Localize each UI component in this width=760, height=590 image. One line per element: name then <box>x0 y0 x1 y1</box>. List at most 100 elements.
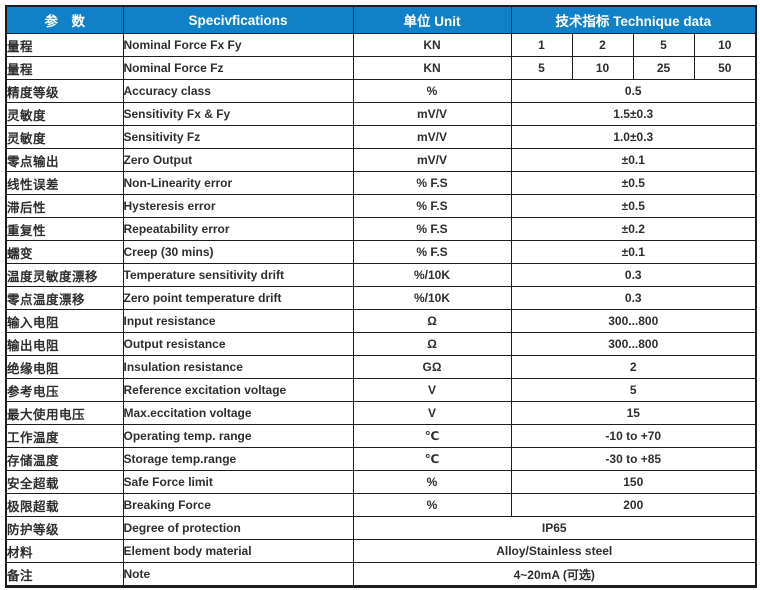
param-cell: 重复性 <box>5 217 124 241</box>
spec-cell: Zero point temperature drift <box>122 286 354 310</box>
table-row: 备注 Note 4~20mA (可选) <box>5 562 757 587</box>
table-row: 灵敏度 Sensitivity Fz mV/V 1.0±0.3 <box>5 125 757 149</box>
unit-cell: Ω <box>352 332 512 356</box>
value-cell: 5 <box>510 378 757 402</box>
value-cell: 50 <box>693 56 757 80</box>
param-cell: 存储温度 <box>5 447 124 471</box>
param-cell: 输出电阻 <box>5 332 124 356</box>
value-cell: 150 <box>510 470 757 494</box>
spec-cell: Reference excitation voltage <box>122 378 354 402</box>
param-cell: 材料 <box>5 539 124 563</box>
value-cell: 5 <box>510 56 573 80</box>
table-row: 蠕变 Creep (30 mins)% F.S ±0.1 <box>5 240 757 264</box>
spec-cell: Accuracy class <box>122 79 354 103</box>
header-row: 参 数 Specivfications 单位 Unit 技术指标 Techniq… <box>5 5 757 34</box>
value-cell: 1.0±0.3 <box>510 125 757 149</box>
header-technique-data: 技术指标 Technique data <box>510 5 757 34</box>
table-row: 零点输出 Zero Output mV/V ±0.1 <box>5 148 757 172</box>
table-row: 绝缘电阻 Insulation resistance GΩ 2 <box>5 355 757 379</box>
spec-cell: Operating temp. range <box>122 424 354 448</box>
table-row: 量程 Nominal Force Fz KN 5 10 25 50 <box>5 56 757 80</box>
value-cell: 300...800 <box>510 309 757 333</box>
spec-cell: Hysteresis error <box>122 194 354 218</box>
unit-cell: V <box>352 378 512 402</box>
unit-cell: V <box>352 401 512 425</box>
spec-cell: Degree of protection <box>122 516 354 540</box>
value-cell: 1.5±0.3 <box>510 102 757 126</box>
header-parameter: 参 数 <box>5 5 124 34</box>
spec-cell: Insulation resistance <box>122 355 354 379</box>
param-cell: 温度灵敏度漂移 <box>5 263 124 287</box>
table-row: 滞后性 Hysteresis error% F.S ±0.5 <box>5 194 757 218</box>
unit-cell: ℃ <box>352 424 512 448</box>
spec-cell: Note <box>122 562 354 587</box>
table-row: 防护等级 Degree of protection IP65 <box>5 516 757 540</box>
spec-cell: Nominal Force Fz <box>122 56 354 80</box>
param-cell: 极限超载 <box>5 493 124 517</box>
spec-cell: Element body material <box>122 539 354 563</box>
spec-cell: Creep (30 mins) <box>122 240 354 264</box>
value-cell: 200 <box>510 493 757 517</box>
spec-cell: Max.eccitation voltage <box>122 401 354 425</box>
value-cell: 0.5 <box>510 79 757 103</box>
unit-cell: ℃ <box>352 447 512 471</box>
value-cell: ±0.5 <box>510 171 757 195</box>
value-cell: ±0.5 <box>510 194 757 218</box>
spec-cell: Storage temp.range <box>122 447 354 471</box>
value-cell: ±0.1 <box>510 240 757 264</box>
header-specifications: Specivfications <box>122 5 354 34</box>
table-row: 安全超载 Safe Force limit% 150 <box>5 470 757 494</box>
unit-cell: % <box>352 493 512 517</box>
table-row: 参考电压 Reference excitation voltage V 5 <box>5 378 757 402</box>
header-unit: 单位 Unit <box>352 5 512 34</box>
table-row: 输入电阻 Input resistance Ω 300...800 <box>5 309 757 333</box>
unit-cell: %/10K <box>352 286 512 310</box>
unit-cell: % F.S <box>352 240 512 264</box>
param-cell: 量程 <box>5 56 124 80</box>
spec-cell: Output resistance <box>122 332 354 356</box>
value-cell: 1 <box>510 33 573 57</box>
unit-cell: % <box>352 470 512 494</box>
value-cell: 0.3 <box>510 263 757 287</box>
table-row: 灵敏度 Sensitivity Fx & Fy mV/V 1.5±0.3 <box>5 102 757 126</box>
value-cell: 300...800 <box>510 332 757 356</box>
spec-table-body: 量程 Nominal Force Fx Fy KN 1 2 5 10 量程 Nominal Fo… <box>5 33 757 587</box>
merged-value-cell: Alloy/Stainless steel <box>352 539 757 563</box>
unit-cell: % F.S <box>352 171 512 195</box>
param-cell: 精度等级 <box>5 79 124 103</box>
unit-cell: % F.S <box>352 194 512 218</box>
table-row: 存储温度 Storage temp.range ℃ -30 to +85 <box>5 447 757 471</box>
param-cell: 工作温度 <box>5 424 124 448</box>
spec-cell: Zero Output <box>122 148 354 172</box>
param-cell: 零点输出 <box>5 148 124 172</box>
value-cell: 2 <box>571 33 634 57</box>
param-cell: 输入电阻 <box>5 309 124 333</box>
unit-cell: %/10K <box>352 263 512 287</box>
param-cell: 量程 <box>5 33 124 57</box>
param-cell: 线性误差 <box>5 171 124 195</box>
param-cell: 滞后性 <box>5 194 124 218</box>
spec-cell: Safe Force limit <box>122 470 354 494</box>
unit-cell: mV/V <box>352 148 512 172</box>
spec-cell: Nominal Force Fx Fy <box>122 33 354 57</box>
table-row: 最大使用电压 Max.eccitation voltage V 15 <box>5 401 757 425</box>
param-cell: 安全超载 <box>5 470 124 494</box>
param-cell: 灵敏度 <box>5 102 124 126</box>
spec-cell: Sensitivity Fz <box>122 125 354 149</box>
spec-cell: Repeatability error <box>122 217 354 241</box>
table-row: 量程 Nominal Force Fx Fy KN 1 2 5 10 <box>5 33 757 57</box>
value-cell: 15 <box>510 401 757 425</box>
unit-cell: KN <box>352 56 512 80</box>
spec-cell: Input resistance <box>122 309 354 333</box>
spec-cell: Non-Linearity error <box>122 171 354 195</box>
value-cell: 0.3 <box>510 286 757 310</box>
value-cell: ±0.2 <box>510 217 757 241</box>
unit-cell: GΩ <box>352 355 512 379</box>
value-cell: 10 <box>693 33 757 57</box>
table-row: 温度灵敏度漂移 Temperature sensitivity drift %/10… <box>5 263 757 287</box>
param-cell: 灵敏度 <box>5 125 124 149</box>
spec-cell: Sensitivity Fx & Fy <box>122 102 354 126</box>
param-cell: 备注 <box>5 562 124 587</box>
table-row: 精度等级 Accuracy class% 0.5 <box>5 79 757 103</box>
